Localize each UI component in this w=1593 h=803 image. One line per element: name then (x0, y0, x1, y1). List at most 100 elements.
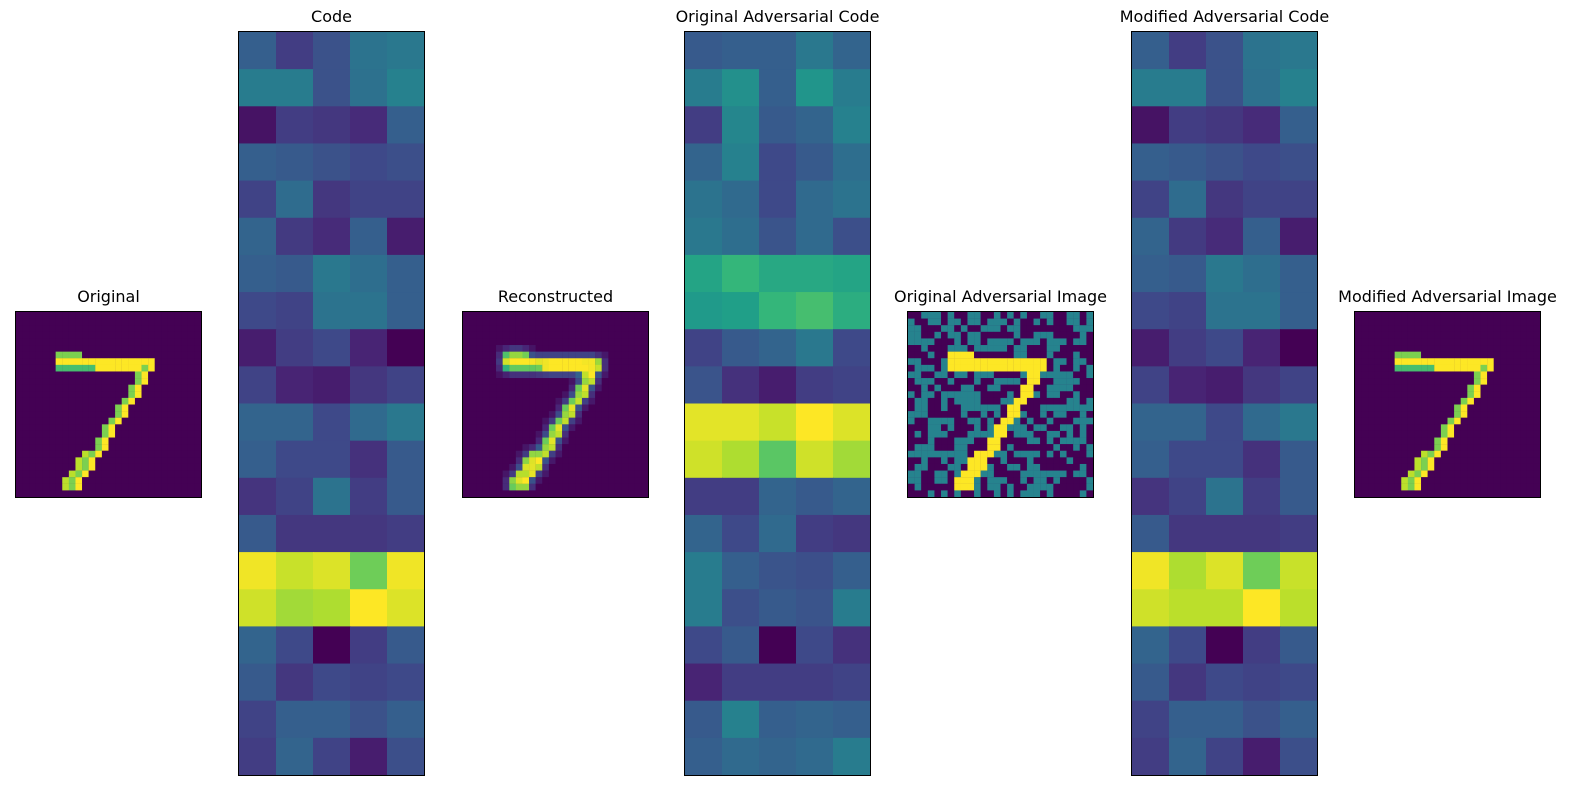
heatmap-cell (1421, 384, 1428, 392)
heatmap-cell (42, 397, 50, 405)
heatmap-cell (1467, 351, 1475, 359)
heatmap-cell (101, 318, 109, 326)
heatmap-cell (833, 700, 870, 739)
heatmap-cell (1480, 483, 1488, 491)
heatmap-cell (987, 483, 995, 491)
heatmap-cell (1007, 371, 1014, 379)
heatmap-cell (1394, 450, 1402, 458)
heatmap-cell (1460, 457, 1468, 465)
heatmap-cell (934, 325, 942, 332)
heatmap-cell (141, 444, 149, 451)
heatmap-cell (1053, 318, 1061, 326)
heatmap-cell (555, 391, 563, 399)
heatmap-cell (993, 457, 1001, 465)
heatmap-cell (941, 391, 948, 399)
heatmap-cell (115, 411, 122, 418)
heatmap-cell (1388, 345, 1395, 352)
heatmap-cell (1427, 490, 1435, 497)
heatmap-cell (1434, 391, 1442, 399)
heatmap-cell (1079, 430, 1087, 438)
heatmap-cell (82, 411, 89, 418)
heatmap-cell (1066, 417, 1074, 425)
heatmap-cell (469, 338, 477, 346)
heatmap-cell (1007, 463, 1014, 471)
heatmap-cell (628, 450, 635, 458)
heatmap-cell (181, 450, 188, 458)
heatmap-cell (181, 424, 188, 432)
heatmap-cell (1407, 325, 1415, 332)
heatmap-cell (914, 450, 922, 458)
heatmap-cell (1033, 325, 1041, 332)
heatmap-cell (1414, 351, 1422, 359)
heatmap-cell (42, 411, 50, 418)
heatmap-cell (1059, 351, 1067, 359)
heatmap-cell (1033, 331, 1041, 339)
heatmap-cell (1040, 338, 1047, 346)
heatmap-cell (167, 318, 175, 326)
heatmap-cell (634, 430, 642, 438)
heatmap-cell (88, 371, 96, 379)
heatmap-cell (980, 371, 988, 379)
heatmap-cell (608, 318, 616, 326)
heatmap-cell (1020, 470, 1028, 478)
heatmap-cell (476, 490, 483, 497)
heatmap-cell (350, 403, 388, 442)
heatmap-cell (954, 331, 961, 339)
heatmap-cell (1460, 411, 1468, 418)
heatmap-cell (548, 371, 556, 379)
heatmap-cell (1467, 470, 1475, 478)
heatmap-cell (1473, 404, 1481, 412)
heatmap-cell (350, 69, 388, 108)
heatmap-cell (1427, 358, 1435, 365)
heatmap-cell (42, 483, 50, 491)
heatmap-cell (628, 457, 635, 465)
heatmap-cell (796, 552, 834, 590)
heatmap-cell (115, 417, 122, 425)
heatmap-cell (967, 384, 975, 392)
heatmap-cell (974, 391, 981, 399)
heatmap-cell (1374, 338, 1382, 346)
heatmap-cell (641, 312, 648, 319)
heatmap-cell (1086, 411, 1093, 418)
heatmap-cell (908, 450, 915, 458)
heatmap-cell (108, 457, 116, 465)
heatmap-cell (1079, 391, 1087, 399)
heatmap-cell (685, 69, 723, 108)
heatmap-cell (469, 364, 477, 372)
heatmap-cell (941, 457, 948, 465)
heatmap-cell (993, 424, 1001, 432)
heatmap-cell (1374, 391, 1382, 399)
heatmap-cell (1473, 312, 1481, 319)
heatmap-cell (1079, 483, 1087, 491)
heatmap-cell (562, 483, 569, 491)
heatmap-cell (476, 331, 483, 339)
heatmap-cell (463, 312, 470, 319)
heatmap-cell (941, 397, 948, 405)
heatmap-cell (548, 450, 556, 458)
heatmap-cell (562, 404, 569, 412)
heatmap-cell (1040, 364, 1047, 372)
heatmap-cell (1073, 437, 1080, 445)
heatmap-cell (1000, 397, 1008, 405)
heatmap-cell (927, 463, 935, 471)
heatmap-cell (496, 457, 503, 465)
heatmap-cell (313, 106, 351, 145)
heatmap-cell (1414, 404, 1422, 412)
heatmap-cell (42, 371, 50, 379)
heatmap-cell (1513, 338, 1521, 346)
heatmap-cell (641, 358, 648, 365)
heatmap-cell (1421, 338, 1428, 346)
heatmap-cell (95, 384, 103, 392)
heatmap-cell (621, 450, 629, 458)
heatmap-cell (1132, 292, 1170, 330)
heatmap-cell (128, 312, 136, 319)
heatmap-cell (161, 417, 169, 425)
heatmap-cell (239, 69, 277, 108)
heatmap-cell (1040, 397, 1047, 405)
heatmap-cell (1132, 366, 1170, 405)
heatmap-cell (161, 325, 169, 332)
heatmap-cell (993, 358, 1001, 365)
heatmap-cell (1059, 430, 1067, 438)
heatmap-cell (1434, 351, 1442, 359)
heatmap-cell (1407, 364, 1415, 372)
